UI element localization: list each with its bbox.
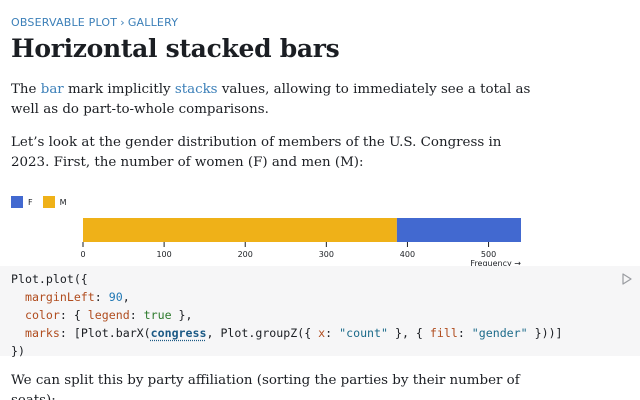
- x-axis-label: Frequency →: [470, 259, 521, 266]
- x-tick-label: 100: [156, 250, 171, 259]
- code-block[interactable]: Plot.plot({ marginLeft: 90, color: { leg…: [0, 266, 640, 358]
- bar-segment-f: [396, 218, 521, 242]
- intro-text-3: values, allowing to immediately see a to…: [11, 82, 531, 117]
- bar-link[interactable]: bar: [40, 82, 64, 97]
- chart-legend: F M: [11, 195, 77, 209]
- party-paragraph: We can split this by party affiliation (…: [11, 373, 520, 400]
- legend-item-f: F: [11, 196, 33, 208]
- intro-paragraph: The bar mark implicitly stacks values, a…: [11, 80, 531, 120]
- stacks-link[interactable]: stacks: [174, 82, 218, 97]
- code-line-5: }): [11, 344, 25, 358]
- congress-variable[interactable]: congress: [150, 326, 207, 340]
- breadcrumb-separator: ›: [120, 16, 125, 29]
- intro-text-2: mark implicitly: [63, 82, 175, 97]
- code-line-3: color: { legend: true },: [24, 308, 193, 322]
- code-line-1: Plot.plot({: [11, 272, 88, 286]
- breadcrumb-link-gallery[interactable]: GALLERY: [127, 16, 179, 29]
- legend-item-m: M: [42, 196, 67, 208]
- x-tick-label: 0: [80, 250, 85, 259]
- bar-segment-m: [83, 218, 397, 242]
- legend-swatch-f: [11, 196, 23, 208]
- page-title: Horizontal stacked bars: [11, 34, 340, 63]
- breadcrumb: OBSERVABLE PLOT › GALLERY: [11, 16, 178, 29]
- x-tick-label: 500: [481, 250, 496, 259]
- legend-label-m: M: [59, 197, 67, 207]
- x-tick-label: 200: [238, 250, 253, 259]
- breadcrumb-link-observable-plot[interactable]: OBSERVABLE PLOT: [11, 16, 118, 29]
- legend-label-f: F: [28, 197, 33, 207]
- congress-paragraph: Let’s look at the gender distribution of…: [11, 135, 502, 170]
- intro-text-1: The: [11, 82, 41, 97]
- x-tick-label: 300: [319, 250, 334, 259]
- code-line-2: marginLeft: 90,: [24, 290, 130, 304]
- x-tick-label: 400: [400, 250, 415, 259]
- play-icon[interactable]: [622, 273, 632, 285]
- code-line-4: marks: [Plot.barX(congress, Plot.groupZ(…: [24, 326, 563, 340]
- legend-swatch-m: [42, 196, 55, 208]
